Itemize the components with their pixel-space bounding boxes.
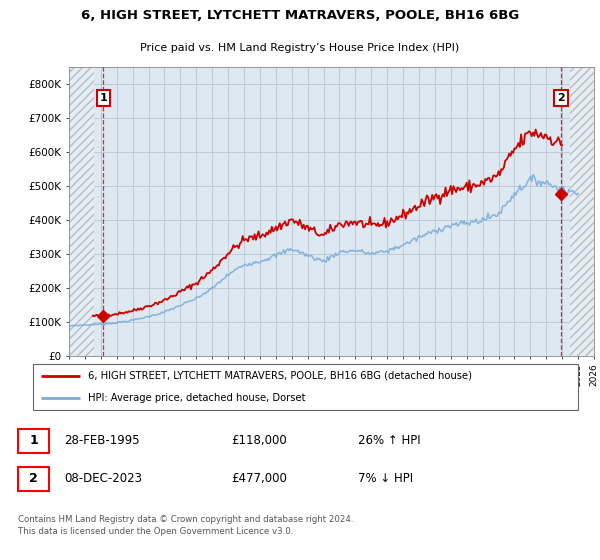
Text: 2: 2: [29, 472, 38, 486]
Text: 2: 2: [557, 93, 565, 102]
Bar: [69, 67, 94, 356]
Text: 6, HIGH STREET, LYTCHETT MATRAVERS, POOLE, BH16 6BG (detached house): 6, HIGH STREET, LYTCHETT MATRAVERS, POOL…: [88, 371, 472, 381]
Text: 6, HIGH STREET, LYTCHETT MATRAVERS, POOLE, BH16 6BG: 6, HIGH STREET, LYTCHETT MATRAVERS, POOL…: [81, 9, 519, 22]
Text: £118,000: £118,000: [231, 434, 287, 447]
FancyBboxPatch shape: [33, 365, 578, 409]
Text: Contains HM Land Registry data © Crown copyright and database right 2024.
This d: Contains HM Land Registry data © Crown c…: [18, 515, 353, 536]
Bar: [570, 67, 594, 356]
Text: Price paid vs. HM Land Registry’s House Price Index (HPI): Price paid vs. HM Land Registry’s House …: [140, 43, 460, 53]
Text: 1: 1: [100, 93, 107, 102]
Text: 7% ↓ HPI: 7% ↓ HPI: [358, 472, 413, 486]
Text: 26% ↑ HPI: 26% ↑ HPI: [358, 434, 420, 447]
Text: HPI: Average price, detached house, Dorset: HPI: Average price, detached house, Dors…: [88, 393, 305, 403]
Text: 08-DEC-2023: 08-DEC-2023: [64, 472, 142, 486]
Text: 28-FEB-1995: 28-FEB-1995: [64, 434, 139, 447]
Text: 1: 1: [29, 434, 38, 447]
FancyBboxPatch shape: [18, 429, 49, 452]
FancyBboxPatch shape: [18, 467, 49, 491]
Text: £477,000: £477,000: [231, 472, 287, 486]
